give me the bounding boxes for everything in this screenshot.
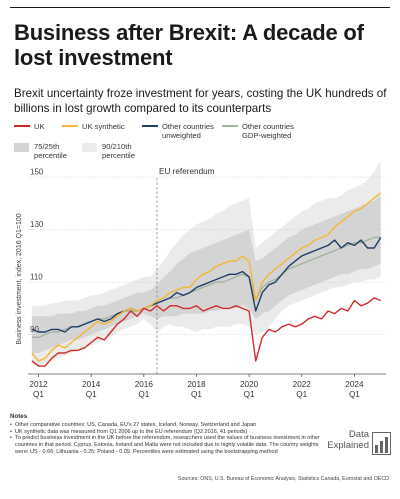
y-tick-label: 150 [30,168,44,177]
note-line: UK synthetic data was measured from Q1 2… [10,429,380,436]
series-line-synthetic [31,192,382,362]
legend-label-uk: UK [34,122,45,131]
logo-text-line2: Explained [327,440,369,451]
referendum-label: EU referendum [159,167,215,176]
legend-label-band75-1: 75/25th [34,142,60,151]
legend-label-band75-2: percentile [34,151,67,160]
x-tick-label: 2014 [82,380,101,389]
note-line: Other comparative countries: US, Canada,… [10,422,380,429]
x-tick-sublabel: Q1 [33,390,44,399]
legend-label-band90-1: 90/210th [102,142,132,151]
series-line-unweighted [31,237,382,333]
referendum-annotation: EU referendum [156,167,215,374]
y-gridlines [28,176,386,335]
series-line-uk [31,297,381,367]
notes: Notes Other comparative countries: US, C… [10,413,380,456]
x-tick-sublabel: Q1 [349,390,360,399]
legend-label-gdp-2: GDP-weighted [242,131,292,140]
x-tick-label: 2018 [187,380,206,389]
chart-legend: UK UK synthetic Other countries unweight… [14,122,394,164]
logo-text-line1: Data [348,429,369,440]
legend-label-synthetic: UK synthetic [82,122,125,131]
x-tick-label: 2020 [240,380,259,389]
logo-mark-icon [372,432,391,455]
y-tick-label: 130 [30,220,44,229]
legend-swatch-band90 [82,143,97,152]
top-rule [10,7,390,8]
legend-swatch-band75 [14,143,29,152]
data-explained-logo: Data Explained [327,430,391,460]
legend-swatch-unweighted [142,125,158,127]
x-tick-label: 2016 [135,380,154,389]
x-tick-sublabel: Q1 [191,390,202,399]
investment-chart: EU referendum 901101301502012Q12014Q1201… [16,162,386,399]
legend-label-unweighted-1: Other countries [162,122,214,131]
y-tick-label: 110 [30,273,43,282]
legend-swatch-synthetic [62,125,78,127]
axes: 901101301502012Q12014Q12016Q12018Q12020Q… [16,168,386,399]
x-tick-sublabel: Q1 [86,390,97,399]
legend-swatch-gdp [222,125,238,127]
percentile-bands [31,162,381,367]
x-tick-label: 2024 [345,380,364,389]
legend-label-unweighted-2: unweighted [162,131,201,140]
note-line: To predict business investment in the UK… [10,435,333,455]
x-tick-sublabel: Q1 [138,390,149,399]
x-tick-sublabel: Q1 [244,390,255,399]
legend-swatch-uk [14,125,30,127]
y-tick-label: 90 [30,325,39,334]
x-tick-label: 2012 [29,380,48,389]
x-tick-sublabel: Q1 [296,390,307,399]
x-tick-label: 2022 [293,380,312,389]
sources: Sources: ONS, U.S. Bureau of Economic An… [177,476,389,482]
series-lines [31,192,382,367]
page-subtitle: Brexit uncertainty froze investment for … [14,87,387,115]
page-title: Business after Brexit: A decade of lost … [14,20,364,70]
legend-label-gdp-1: Other countries [242,122,294,131]
notes-title: Notes [10,413,28,420]
legend-label-band90-2: percentile [102,151,135,160]
y-axis-label: Business investment, index, 2016 Q1=100 [16,213,23,344]
